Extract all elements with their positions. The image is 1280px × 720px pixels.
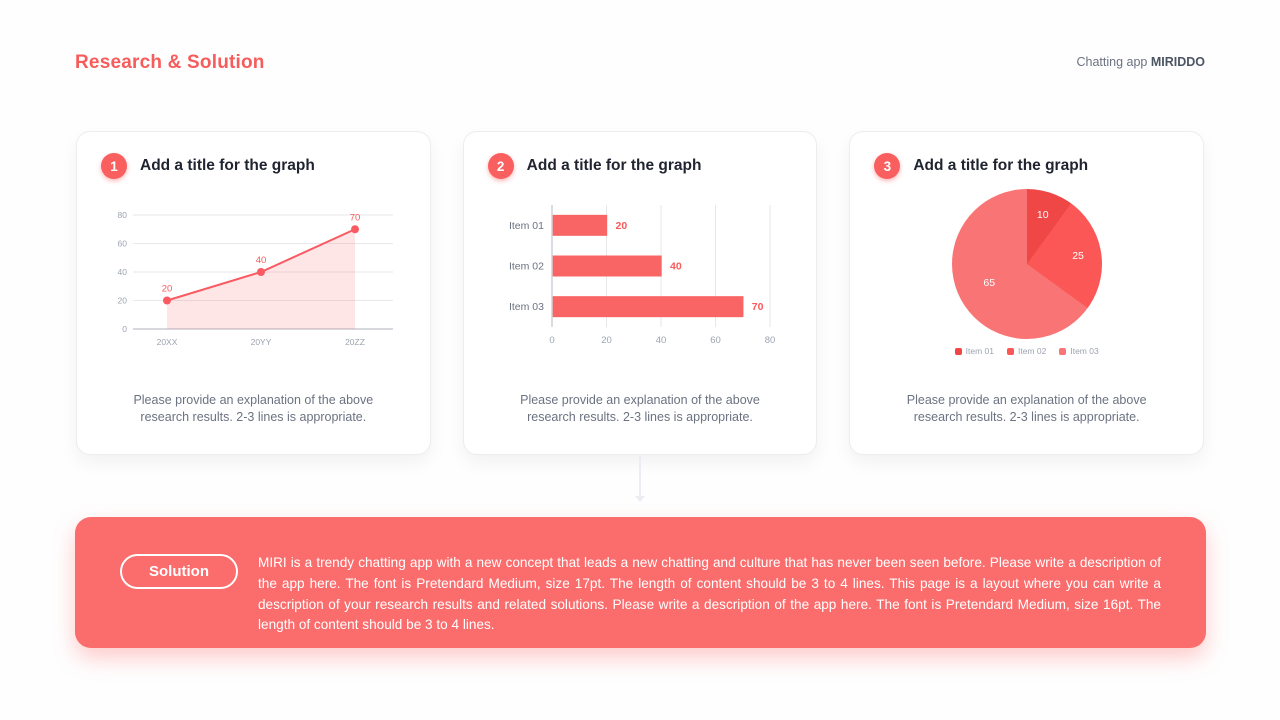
legend-item: Item 01 <box>954 346 994 356</box>
legend-item: Item 02 <box>1006 346 1047 356</box>
card-header: 3 Add a title for the graph <box>874 153 1179 179</box>
solution-pill-label: Solution <box>120 554 238 589</box>
card-caption: Please provide an explanation of the abo… <box>906 393 1147 424</box>
svg-text:20: 20 <box>162 284 173 295</box>
svg-text:20: 20 <box>616 220 628 232</box>
legend-swatch <box>1006 347 1014 355</box>
svg-text:80: 80 <box>118 210 128 220</box>
svg-text:40: 40 <box>118 267 128 277</box>
pie-slice-label: 10 <box>1036 208 1049 221</box>
legend-item: Item 03 <box>1059 346 1099 356</box>
chart-card-bar: 2 Add a title for the graph 0 20 40 60 80 Ite… <box>462 131 818 455</box>
step-number-badge: 2 <box>487 153 514 179</box>
pie-legend: Item 01 Item 02 Item 03 <box>954 346 1099 356</box>
pie-chart: 10 25 65 Item 01 Item 02 Item 03 <box>877 189 1177 357</box>
solution-panel: Solution MIRI is a trendy chatting app w… <box>75 517 1206 648</box>
legend-label: Item 01 <box>965 346 994 356</box>
svg-text:80: 80 <box>765 335 776 346</box>
chart-card-line: 1 Add a title for the graph 0 20 40 60 80 20 2… <box>76 131 431 455</box>
card-caption: Please provide an explanation of the abo… <box>133 393 374 424</box>
card-caption: Please provide an explanation of the abo… <box>520 393 760 424</box>
svg-text:0: 0 <box>549 335 554 346</box>
card-title: Add a title for the graph <box>526 157 702 174</box>
svg-text:Item 01: Item 01 <box>509 220 544 232</box>
svg-text:20: 20 <box>601 335 612 346</box>
svg-text:20ZZ: 20ZZ <box>345 337 365 347</box>
svg-text:0: 0 <box>123 324 128 334</box>
chart-card-pie: 3 Add a title for the graph 10 25 65 Item 0… <box>849 131 1205 455</box>
app-reference-label: Chatting app <box>1076 55 1151 69</box>
app-reference-name: MIRIDDO <box>1150 55 1205 69</box>
page-title: Research & Solution <box>75 52 265 73</box>
step-number-badge: 1 <box>101 153 127 179</box>
svg-text:40: 40 <box>256 255 267 266</box>
svg-text:40: 40 <box>670 261 682 273</box>
card-title: Add a title for the graph <box>913 157 1089 174</box>
svg-text:Item 02: Item 02 <box>509 261 544 273</box>
svg-text:70: 70 <box>752 301 764 313</box>
down-arrow-connector <box>635 456 645 502</box>
svg-text:20YY: 20YY <box>251 337 272 347</box>
legend-label: Item 03 <box>1070 346 1099 356</box>
solution-description: MIRI is a trendy chatting app with a new… <box>258 555 1161 633</box>
chart-cards-row: 1 Add a title for the graph 0 20 40 60 80 20 2… <box>0 131 1280 455</box>
legend-label: Item 02 <box>1017 346 1047 356</box>
bar-chart: 0 20 40 60 80 Item 01 20 Item 02 40 Item 03 70 <box>490 201 790 351</box>
pie-slice-label: 65 <box>983 277 996 290</box>
legend-swatch <box>954 347 962 355</box>
pie-slice-label: 25 <box>1072 249 1084 262</box>
card-header: 1 Add a title for the graph <box>101 153 406 179</box>
svg-text:60: 60 <box>118 239 128 249</box>
svg-text:40: 40 <box>656 335 667 346</box>
legend-swatch <box>1059 347 1067 355</box>
app-reference: Chatting app MIRIDDO <box>1076 55 1205 69</box>
svg-text:Item 03: Item 03 <box>509 301 544 313</box>
svg-text:20XX: 20XX <box>157 337 178 347</box>
card-title: Add a title for the graph <box>140 157 315 174</box>
slide-header: Research & Solution Chatting app MIRIDDO <box>0 0 1280 74</box>
svg-text:20: 20 <box>118 296 128 306</box>
line-chart: 0 20 40 60 80 20 20XX 40 20YY 70 20ZZ <box>103 201 403 351</box>
svg-text:60: 60 <box>710 335 721 346</box>
svg-text:70: 70 <box>350 212 361 223</box>
card-header: 2 Add a title for the graph <box>487 153 793 179</box>
step-number-badge: 3 <box>874 153 901 179</box>
